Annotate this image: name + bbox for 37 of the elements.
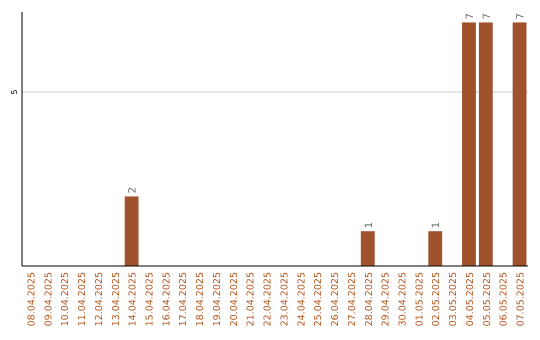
x-tick-label: 03.05.2025 [448, 272, 460, 326]
x-tick-label: 01.05.2025 [414, 272, 426, 326]
x-tick-label: 19.04.2025 [212, 272, 223, 326]
data-label: 7 [482, 13, 493, 20]
x-tick-label: 05.05.2025 [482, 272, 493, 326]
x-tick-label: 12.04.2025 [94, 272, 105, 326]
x-tick-label: 27.04.2025 [346, 272, 358, 326]
x-tick-label: 13.04.2025 [110, 272, 122, 326]
x-tick-label: 14.04.2025 [128, 272, 139, 326]
x-tick-label: 28.04.2025 [364, 272, 375, 326]
x-tick-label: 25.04.2025 [313, 272, 324, 326]
x-tick-label: 15.04.2025 [144, 272, 156, 326]
x-tick-label: 06.05.2025 [498, 272, 510, 326]
x-tick-label: 23.04.2025 [279, 272, 290, 326]
x-tick-label: 11.04.2025 [77, 272, 88, 326]
x-tick-label: 07.05.2025 [516, 272, 527, 326]
data-label: 2 [128, 187, 139, 194]
x-tick-label: 17.04.2025 [178, 272, 190, 326]
x-tick-label: 30.04.2025 [398, 272, 408, 326]
data-label: 1 [364, 222, 375, 228]
x-tick-label: 21.04.2025 [246, 272, 257, 326]
x-tick-label: 04.05.2025 [464, 272, 476, 326]
x-tick-label: 18.04.2025 [195, 272, 206, 326]
x-tick-label: 02.05.2025 [431, 272, 442, 326]
x-tick-label: 08.04.2025 [26, 272, 38, 326]
y-tick-label: 5 [10, 89, 19, 95]
data-label: 7 [516, 13, 527, 20]
x-tick-label: 22.04.2025 [262, 272, 274, 326]
x-tick-label: 10.04.2025 [60, 272, 72, 326]
x-tick-label: 24.04.2025 [296, 272, 308, 326]
x-tick-label: 16.04.2025 [161, 272, 172, 326]
x-tick-label: 09.04.2025 [43, 272, 54, 326]
x-tick-label: 26.04.2025 [330, 272, 342, 326]
x-tick-label: 29.04.2025 [380, 272, 392, 326]
x-tick-label: 20.04.2025 [228, 272, 240, 326]
data-label: 1 [431, 222, 442, 228]
data-label: 7 [464, 13, 476, 20]
